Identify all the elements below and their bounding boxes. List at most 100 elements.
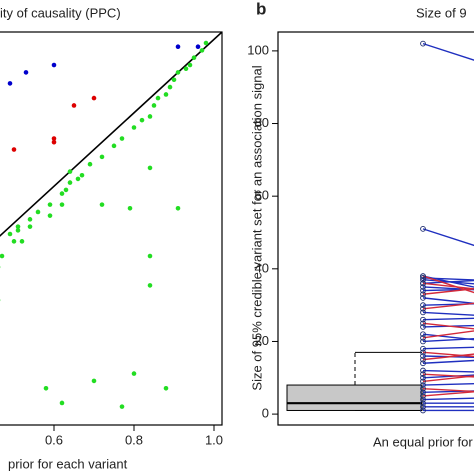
pair-line xyxy=(422,397,474,401)
pair-line xyxy=(422,369,474,373)
point xyxy=(87,161,93,167)
point xyxy=(99,154,105,160)
outlier xyxy=(420,316,426,323)
point xyxy=(15,224,21,229)
pair-line xyxy=(422,275,474,294)
pair-line xyxy=(422,374,474,379)
outlier xyxy=(420,280,426,287)
outlier xyxy=(420,338,426,345)
point xyxy=(155,95,161,101)
y-tick-label: 60 xyxy=(255,188,269,203)
outlier xyxy=(420,302,426,308)
point xyxy=(175,70,181,75)
point xyxy=(175,44,181,49)
panel-a-title: ity of causality (PPC) xyxy=(0,5,121,20)
outlier xyxy=(420,407,426,414)
point xyxy=(19,239,25,244)
y-tick-label: 40 xyxy=(255,260,269,275)
pair-line xyxy=(422,288,474,295)
point xyxy=(51,62,57,68)
outlier xyxy=(420,320,426,327)
point xyxy=(63,187,69,193)
outlier xyxy=(420,295,426,301)
outlier xyxy=(420,275,426,281)
outlier xyxy=(420,367,426,374)
pair-line xyxy=(422,42,474,61)
x-tick-label: An equal prior for each xyxy=(373,434,474,449)
outlier xyxy=(420,374,426,381)
outlier xyxy=(420,385,426,392)
x-tick-label: 1.0 xyxy=(205,432,223,447)
pair-line xyxy=(422,346,474,350)
outlier xyxy=(420,356,426,363)
outlier xyxy=(420,382,426,388)
point xyxy=(127,205,133,211)
point xyxy=(163,385,169,391)
outlier xyxy=(420,403,426,410)
point xyxy=(91,378,97,384)
pair-line xyxy=(422,373,474,378)
point xyxy=(15,228,21,233)
outlier xyxy=(420,309,426,316)
pair-line xyxy=(422,317,474,321)
pair-line xyxy=(422,375,474,383)
point xyxy=(199,48,205,53)
outlier xyxy=(420,389,426,396)
point xyxy=(131,371,137,376)
y-tick-label: 20 xyxy=(255,333,269,348)
panel-label: b xyxy=(256,0,266,18)
pair-line xyxy=(422,390,474,394)
outlier xyxy=(420,393,426,399)
pair-line xyxy=(422,322,474,330)
point xyxy=(187,62,193,68)
pair-line xyxy=(422,333,474,341)
outlier xyxy=(420,353,426,359)
point xyxy=(67,169,73,174)
pair-line xyxy=(422,297,474,305)
point xyxy=(27,224,33,229)
point xyxy=(167,84,173,90)
point xyxy=(147,165,153,171)
pair-line xyxy=(422,282,474,290)
point xyxy=(171,77,177,83)
point xyxy=(47,213,53,218)
pair-line xyxy=(422,228,474,247)
point xyxy=(111,143,117,149)
x-tick-label: 0.8 xyxy=(125,432,143,447)
panel-b-frame xyxy=(277,31,474,426)
point xyxy=(203,40,209,46)
plot-area xyxy=(286,40,474,414)
pair-line xyxy=(422,353,474,361)
y-tick-label: 100 xyxy=(247,42,269,57)
pair-line xyxy=(422,330,474,339)
outlier xyxy=(420,400,426,407)
point xyxy=(163,92,169,97)
point xyxy=(51,136,57,141)
pair-line xyxy=(422,382,474,386)
outlier xyxy=(420,396,426,403)
y-axis-label: Size of 95% credible variant set for an … xyxy=(249,65,264,390)
point xyxy=(119,404,125,409)
point xyxy=(47,202,53,207)
identity-line xyxy=(0,32,222,237)
pair-line xyxy=(422,288,474,292)
pair-line xyxy=(422,303,474,306)
outlier xyxy=(420,349,426,356)
point xyxy=(119,136,125,141)
point xyxy=(195,44,201,49)
point xyxy=(11,239,17,244)
outlier xyxy=(420,345,426,352)
point xyxy=(99,202,105,207)
point xyxy=(27,217,33,222)
panel-b-title: Size of 9 xyxy=(416,5,467,20)
pair-line xyxy=(422,351,474,358)
outlier xyxy=(420,226,426,232)
point xyxy=(191,55,197,61)
outlier xyxy=(420,273,426,279)
box xyxy=(286,384,423,411)
outlier xyxy=(420,284,426,290)
outlier xyxy=(420,360,426,367)
point xyxy=(51,139,57,145)
pair-line xyxy=(422,391,474,397)
outlier xyxy=(420,331,426,338)
